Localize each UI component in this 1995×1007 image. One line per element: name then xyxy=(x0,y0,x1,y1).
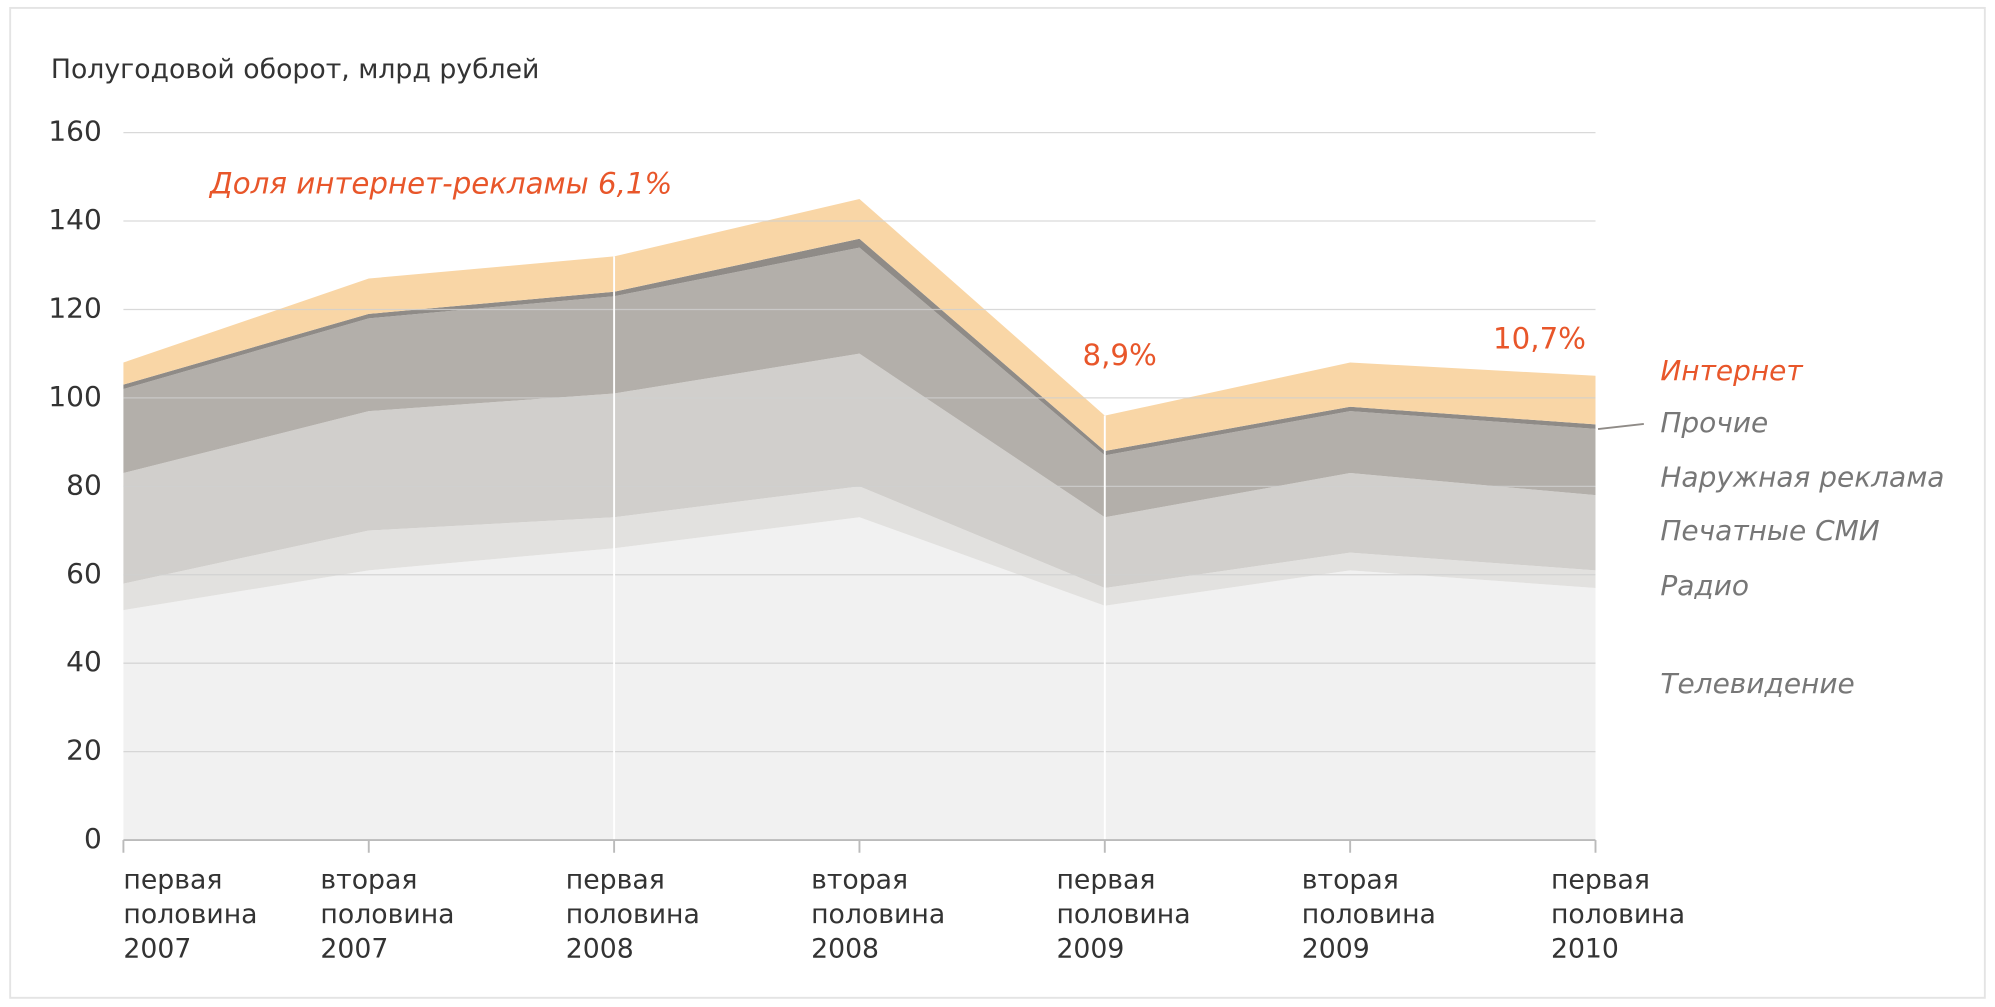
x-tick-line: первая xyxy=(1056,864,1155,895)
x-tick-line: вторая xyxy=(1302,864,1399,895)
x-tick-line: вторая xyxy=(320,864,417,895)
annotation: 10,7% xyxy=(1493,322,1586,356)
y-tick-label: 60 xyxy=(66,557,102,590)
chart-title: Полугодовой оборот, млрд рублей xyxy=(51,54,540,85)
x-tick-label: вторая половина 2007 xyxy=(320,864,454,964)
x-tick-line: 2008 xyxy=(811,933,879,964)
y-tick-label: 20 xyxy=(66,734,102,767)
legend-label: Наружная реклама xyxy=(1660,461,1944,494)
x-tick-line: первая xyxy=(566,864,665,895)
x-tick-line: первая xyxy=(1551,864,1650,895)
x-tick-line: половина xyxy=(1302,899,1436,930)
area xyxy=(123,517,1596,841)
annotation: Доля интернет-рекламы 6,1% xyxy=(208,166,672,200)
x-tick-line: 2009 xyxy=(1302,933,1370,964)
x-tick-line: 2010 xyxy=(1551,933,1619,964)
legend-label: Радио xyxy=(1660,569,1749,602)
legend-label: Телевидение xyxy=(1660,667,1854,700)
x-tick-line: 2009 xyxy=(1056,933,1124,964)
area xyxy=(123,353,1596,589)
leader-line xyxy=(1597,423,1644,431)
y-tick-label: 100 xyxy=(48,380,101,413)
x-tick-line: первая xyxy=(123,864,222,895)
x-tick-label: первая половина 2010 xyxy=(1551,864,1685,964)
x-tick-line: 2007 xyxy=(320,933,388,964)
legend-label: Интернет xyxy=(1660,354,1803,387)
area xyxy=(123,486,1596,611)
x-tick-line: половина xyxy=(123,899,257,930)
x-tick-label: первая половина 2009 xyxy=(1056,864,1190,964)
y-tick-label: 40 xyxy=(66,645,102,678)
y-tick-label: 0 xyxy=(84,822,102,855)
x-tick-line: половина xyxy=(320,899,454,930)
x-tick-label: вторая половина 2009 xyxy=(1302,864,1436,964)
legend-label: Прочие xyxy=(1660,406,1768,439)
x-tick-line: половина xyxy=(1551,899,1685,930)
x-tick-label: первая половина 2007 xyxy=(123,864,257,964)
x-tick-line: половина xyxy=(566,899,700,930)
annotation: 8,9% xyxy=(1082,338,1156,372)
y-tick-label: 80 xyxy=(66,468,102,501)
x-tick-line: 2008 xyxy=(566,933,634,964)
x-tick-line: половина xyxy=(811,899,945,930)
x-tick-label: первая половина 2008 xyxy=(566,864,700,964)
y-tick-label: 120 xyxy=(48,291,101,324)
x-tick-line: половина xyxy=(1056,899,1190,930)
x-tick-line: 2007 xyxy=(123,933,191,964)
area xyxy=(123,247,1596,518)
x-tick-label: вторая половина 2008 xyxy=(811,864,945,964)
legend-label: Печатные СМИ xyxy=(1660,514,1879,547)
y-tick-label: 140 xyxy=(48,203,101,236)
x-tick-line: вторая xyxy=(811,864,908,895)
y-tick-label: 160 xyxy=(48,115,101,148)
